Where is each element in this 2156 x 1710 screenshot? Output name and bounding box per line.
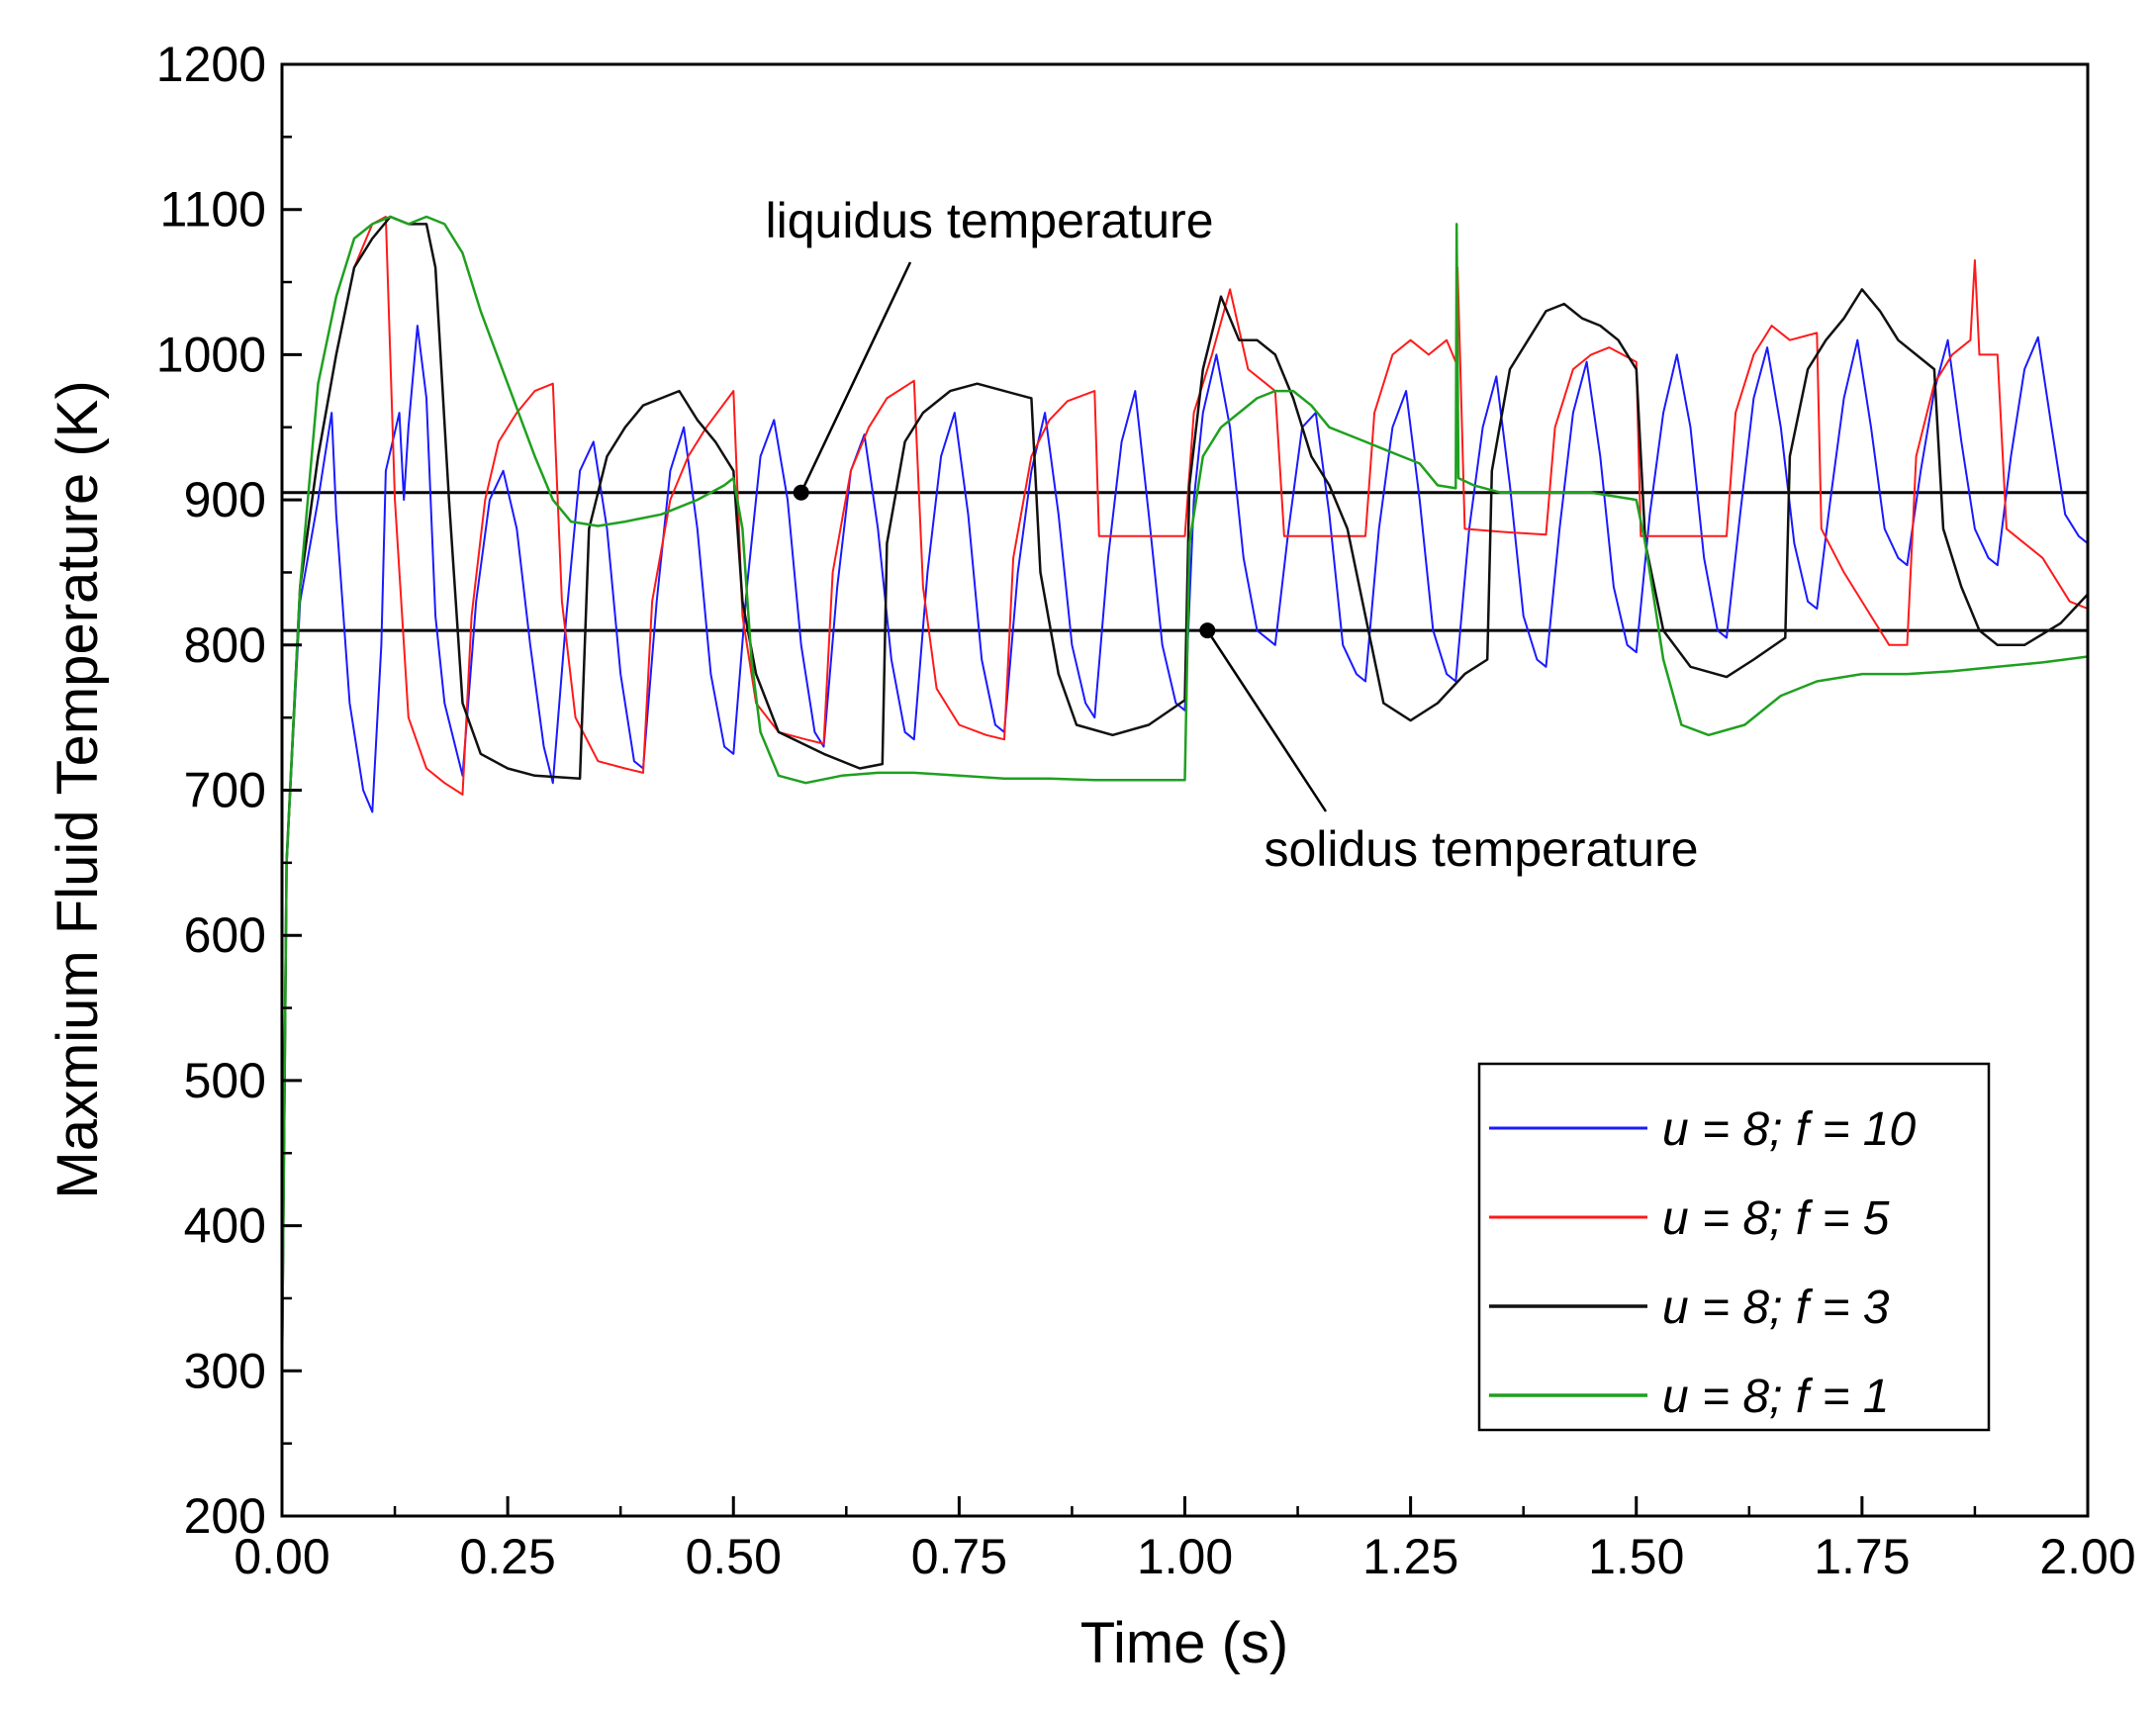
y-tick-label: 500 [184, 1053, 266, 1108]
y-tick-label: 400 [184, 1198, 266, 1254]
y-tick-label: 200 [184, 1488, 266, 1544]
x-tick-label: 2.00 [2039, 1529, 2135, 1584]
solidus-annotation-marker [1199, 622, 1216, 639]
legend-label-1: u = 8; f = 10 [1662, 1103, 1917, 1156]
y-tick-label: 800 [184, 618, 266, 673]
reference-lines [282, 491, 2088, 632]
x-axis-title: Time (s) [1080, 1611, 1288, 1675]
y-tick-label: 900 [184, 472, 266, 527]
annotations-layer: liquidus temperature solidus temperature [765, 193, 1698, 877]
y-axis-title: Maxmium Fluid Temperature (K) [46, 380, 110, 1198]
legend-label-4: u = 8; f = 1 [1662, 1371, 1890, 1423]
series-line-4 [280, 215, 2089, 1372]
liquidus-annotation-leader [799, 261, 912, 494]
y-tick-label: 1000 [156, 327, 266, 382]
y-axis: 200 300 400 500 600 700 800 900 1000 1100 1200 [156, 37, 302, 1544]
solidus-annotation-leader [1206, 629, 1328, 812]
x-tick-label: 0.25 [459, 1529, 555, 1584]
series-line-2 [281, 216, 2089, 1372]
y-tick-label: 600 [184, 907, 266, 963]
x-axis: 0.00 0.25 0.50 0.75 1.00 1.25 1.50 1.75 2.00 [234, 1496, 2136, 1584]
legend-box [1477, 1062, 1991, 1432]
y-tick-label: 1100 [159, 182, 266, 238]
series-layer [280, 215, 2089, 1372]
x-tick-label: 1.50 [1588, 1529, 1684, 1584]
series-line-3 [280, 215, 2089, 1372]
x-tick-label: 1.00 [1137, 1529, 1233, 1584]
x-tick-label: 0.75 [911, 1529, 1007, 1584]
x-tick-label: 1.75 [1814, 1529, 1910, 1584]
liquidus-annotation-marker [793, 484, 809, 501]
liquidus-annotation-label: liquidus temperature [765, 193, 1213, 248]
y-tick-label: 700 [184, 763, 266, 818]
x-tick-label: 1.25 [1362, 1529, 1458, 1584]
legend-label-2: u = 8; f = 5 [1662, 1192, 1890, 1245]
legend-label-3: u = 8; f = 3 [1662, 1282, 1890, 1334]
x-tick-label: 0.50 [686, 1529, 782, 1584]
series-line-1 [281, 325, 2089, 1372]
x-tick-label: 0.00 [234, 1529, 329, 1584]
y-tick-label: 300 [184, 1343, 266, 1398]
legend: u = 8; f = 10 u = 8; f = 5 u = 8; f = 3 u =… [1477, 1062, 1991, 1432]
y-tick-label: 1200 [156, 37, 266, 92]
solidus-annotation-label: solidus temperature [1264, 821, 1698, 877]
